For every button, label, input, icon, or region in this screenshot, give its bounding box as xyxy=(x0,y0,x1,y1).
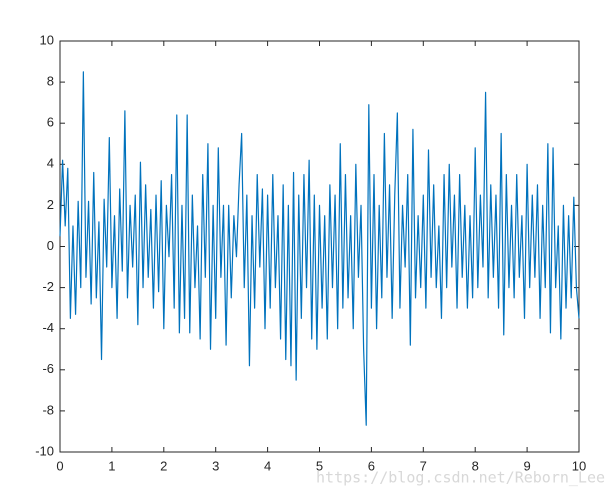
y-tick-label: -6 xyxy=(42,361,54,376)
y-tick-label: -2 xyxy=(42,279,54,294)
x-tick-label: 3 xyxy=(212,458,219,473)
y-tick-label: -4 xyxy=(42,320,54,335)
y-tick-label: 0 xyxy=(47,238,54,253)
y-tick-label: 8 xyxy=(47,74,54,89)
x-tick-label: 7 xyxy=(420,458,427,473)
x-tick-label: 10 xyxy=(572,458,586,473)
y-tick-label: 4 xyxy=(47,156,54,171)
y-tick-label: 10 xyxy=(40,32,54,47)
x-tick-label: 5 xyxy=(316,458,323,473)
axes-box xyxy=(59,40,580,453)
x-tick-label: 9 xyxy=(523,458,530,473)
y-tick-label: -10 xyxy=(35,443,54,458)
x-tick-label: 6 xyxy=(368,458,375,473)
watermark: https://blog.csdn.net/Reborn_Lee xyxy=(316,469,605,487)
x-tick-label: 4 xyxy=(264,458,271,473)
x-tick-label: 2 xyxy=(160,458,167,473)
x-tick-label: 0 xyxy=(56,458,63,473)
y-tick-label: -8 xyxy=(42,402,54,417)
y-tick-label: 6 xyxy=(47,115,54,130)
x-tick-label: 8 xyxy=(472,458,479,473)
x-tick-label: 1 xyxy=(108,458,115,473)
y-tick-label: 2 xyxy=(47,197,54,212)
series-line xyxy=(59,71,580,426)
